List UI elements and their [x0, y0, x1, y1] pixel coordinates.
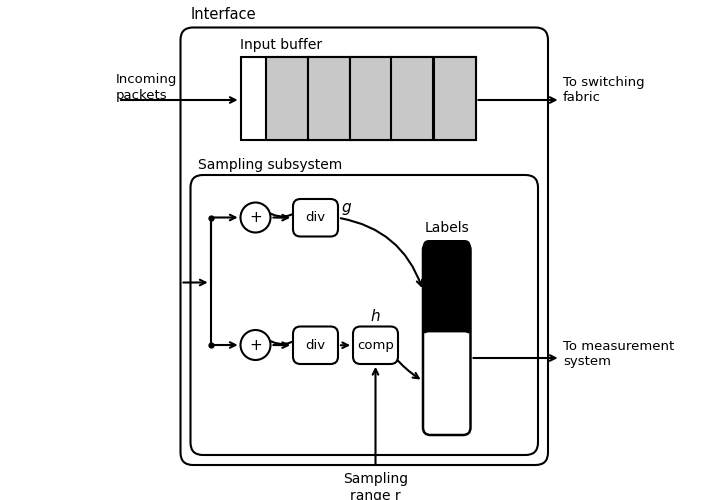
Circle shape	[240, 202, 271, 232]
Text: Interface: Interface	[190, 8, 256, 22]
FancyBboxPatch shape	[293, 199, 338, 236]
FancyBboxPatch shape	[423, 240, 470, 335]
FancyArrowPatch shape	[377, 329, 419, 378]
FancyBboxPatch shape	[423, 332, 470, 435]
FancyBboxPatch shape	[293, 326, 338, 364]
FancyArrowPatch shape	[259, 328, 309, 344]
Bar	[266, 58, 308, 140]
Text: To measurement
system: To measurement system	[563, 340, 674, 368]
Bar	[349, 58, 391, 140]
Bar	[433, 58, 476, 140]
Text: Labels: Labels	[425, 221, 469, 235]
Bar	[240, 58, 476, 140]
Text: +: +	[249, 210, 262, 225]
Circle shape	[240, 330, 271, 360]
Text: comp: comp	[357, 339, 394, 352]
Bar	[391, 58, 433, 140]
Text: +: +	[249, 338, 262, 352]
Text: div: div	[306, 339, 325, 352]
FancyArrowPatch shape	[340, 218, 422, 286]
Text: To switching
fabric: To switching fabric	[563, 76, 645, 104]
Text: Incoming
packets: Incoming packets	[115, 74, 177, 102]
Text: h: h	[370, 309, 380, 324]
Text: g: g	[342, 200, 351, 216]
FancyBboxPatch shape	[353, 326, 398, 364]
Bar	[308, 58, 349, 140]
Text: Sampling subsystem: Sampling subsystem	[198, 158, 342, 172]
Text: div: div	[306, 212, 325, 224]
Text: Sampling
range r: Sampling range r	[343, 472, 408, 500]
Text: Input buffer: Input buffer	[240, 38, 322, 52]
FancyArrowPatch shape	[259, 201, 309, 216]
